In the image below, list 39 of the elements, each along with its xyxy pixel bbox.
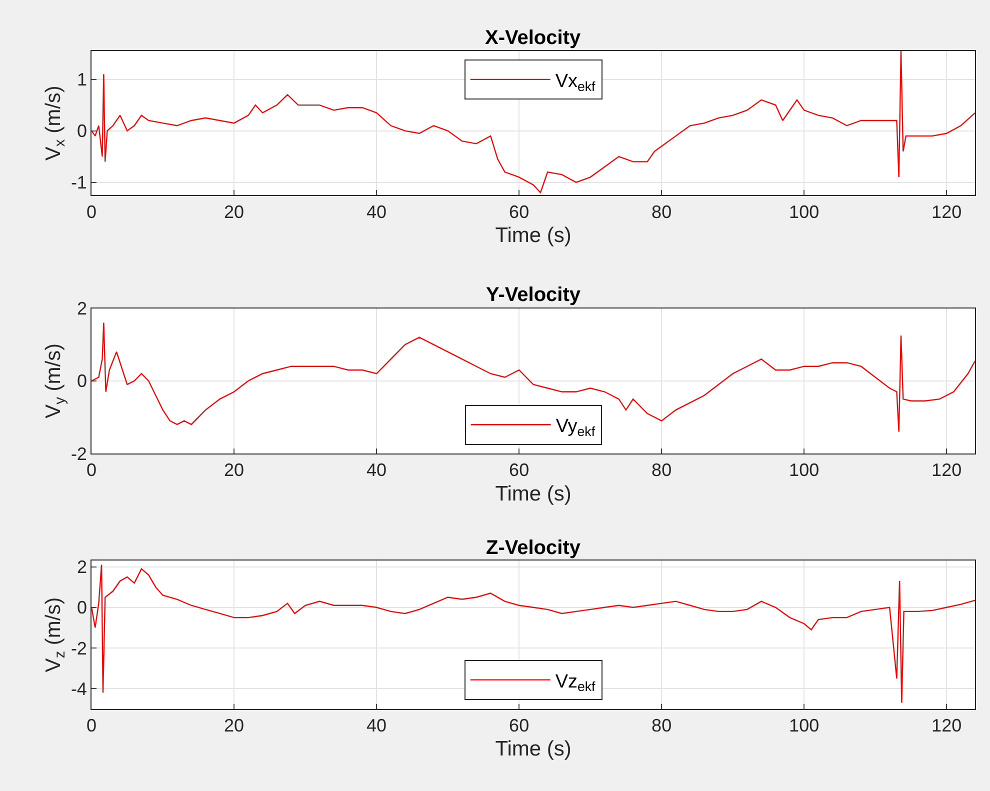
- x-tick-label: 20: [224, 460, 244, 480]
- x-tick-label: 100: [789, 460, 820, 480]
- chart-title: X-Velocity: [485, 27, 582, 49]
- x-tick-label: 20: [224, 202, 244, 222]
- y-tick-label: -2: [70, 444, 87, 464]
- x-tick-label: 40: [366, 202, 387, 222]
- y-tick-label: -1: [70, 172, 87, 193]
- x-tick-label: 60: [509, 715, 530, 736]
- chart-title: Y-Velocity: [486, 284, 582, 306]
- line-series: [92, 564, 976, 704]
- y-tick-label: 2: [76, 298, 87, 319]
- line-series: [92, 50, 976, 194]
- y-tick-label: 0: [76, 371, 87, 392]
- legend-label: Vz$_{ekf}$: [555, 671, 596, 694]
- x-tick-label: 20: [224, 715, 244, 736]
- chart-title: Z-Velocity: [486, 537, 582, 559]
- legend-label: Vx$_{ekf}$: [555, 70, 596, 94]
- y-tick-label: -2: [70, 638, 87, 658]
- x-tick-label: 40: [366, 715, 387, 736]
- x-axis-title: Time (s): [495, 482, 572, 506]
- legend-label: Vy$_{ekf}$: [556, 416, 596, 440]
- y-tick-label: 1: [76, 70, 87, 90]
- x-tick-label: 100: [789, 202, 820, 222]
- y-tick-label: 0: [76, 121, 87, 142]
- x-tick-label: 120: [932, 715, 962, 736]
- x-tick-label: 40: [366, 460, 387, 480]
- x-tick-label: 120: [932, 202, 962, 222]
- x-tick-label: 80: [652, 460, 672, 480]
- x-tick-label: 100: [789, 715, 820, 736]
- x-axis-title: Time (s): [495, 738, 572, 761]
- x-tick-label: 80: [652, 715, 672, 736]
- x-tick-label: 120: [932, 460, 962, 480]
- y-tick-label: 2: [76, 557, 87, 578]
- y-tick-label: -4: [70, 678, 87, 699]
- y-tick-label: 0: [76, 598, 87, 618]
- x-axis-title: Time (s): [495, 224, 572, 247]
- x-tick-label: 80: [652, 202, 672, 222]
- x-tick-label: 60: [509, 202, 530, 222]
- x-tick-label: 60: [509, 460, 530, 480]
